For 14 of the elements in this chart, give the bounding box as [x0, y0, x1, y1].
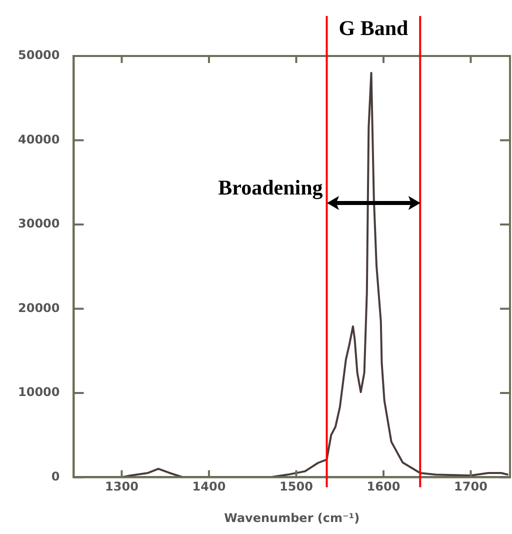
y-tick-label: 10000	[18, 385, 60, 400]
y-tick-label: 40000	[18, 132, 60, 146]
y-tick-label: 0	[51, 469, 60, 484]
y-tick-label: 20000	[18, 300, 60, 315]
y-tick-label: 50000	[18, 48, 60, 62]
text: G Band	[338, 16, 408, 40]
annotation: Broadening	[218, 175, 324, 200]
x-tick-label: 1500	[280, 480, 313, 494]
x-axis-title: Wavenumber (cm⁻¹)	[224, 510, 360, 525]
y-tick-label: 30000	[18, 216, 60, 231]
x-tick-label: 1600	[366, 480, 400, 494]
x-tick-label: 1300	[105, 480, 138, 494]
x-tick-label: 1400	[192, 480, 226, 494]
x-tick-label: 1700	[454, 480, 488, 494]
